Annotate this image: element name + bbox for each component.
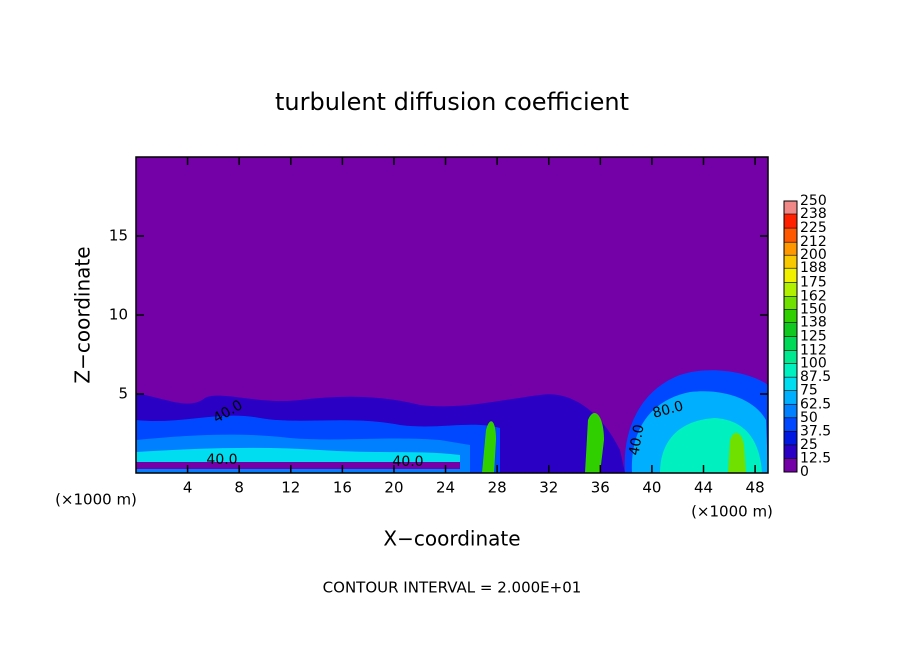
x-tick-label: 12 xyxy=(281,479,300,497)
x-tick-label: 44 xyxy=(694,479,713,497)
colorbar-cell xyxy=(784,296,797,310)
colorbar-cell xyxy=(784,444,797,459)
colorbar-label: 62.5 xyxy=(800,396,831,412)
field-region xyxy=(728,432,746,473)
colorbar-label: 162 xyxy=(800,288,827,304)
x-tick-label: 20 xyxy=(384,479,403,497)
colorbar-label: 112 xyxy=(800,343,827,359)
colorbar-cell xyxy=(784,350,797,364)
colorbar-label: 138 xyxy=(800,314,827,330)
x-tick-label: 48 xyxy=(746,479,765,497)
colorbar-cell xyxy=(784,431,797,445)
x-tick-label: 8 xyxy=(234,479,244,497)
colorbar-label: 175 xyxy=(800,274,827,290)
y-axis-label: Z−coordinate xyxy=(71,246,95,383)
colorbar-label: 87.5 xyxy=(800,369,831,385)
colorbar-cell xyxy=(784,201,797,215)
footnote: CONTOUR INTERVAL = 2.000E+01 xyxy=(323,579,582,597)
contour-label: 40.0 xyxy=(206,452,237,468)
contour-label: 80.0 xyxy=(651,398,685,422)
x-tick-label: 4 xyxy=(183,479,193,497)
colorbar-cell xyxy=(784,417,797,432)
colorbar-cell xyxy=(784,255,797,269)
colorbar-label: 225 xyxy=(800,220,827,236)
colorbar-cell xyxy=(784,363,797,378)
colorbar-label: 0 xyxy=(800,464,809,480)
colorbar-label: 212 xyxy=(800,234,827,250)
chart-title: turbulent diffusion coefficient xyxy=(275,88,629,116)
colorbar-label: 37.5 xyxy=(800,423,831,439)
x-tick-label: 16 xyxy=(333,479,352,497)
colorbar-cell xyxy=(784,242,797,256)
colorbar-cell xyxy=(784,390,797,405)
colorbar-cell xyxy=(784,214,797,229)
colorbar-cell xyxy=(784,336,797,351)
y-tick-label: 10 xyxy=(109,306,128,324)
contour-label: 40.0 xyxy=(626,423,647,456)
colorbar-label: 188 xyxy=(800,260,827,276)
colorbar-cell xyxy=(784,458,797,472)
field xyxy=(136,157,768,473)
y-tick-label: 15 xyxy=(109,227,128,245)
colorbar-cell xyxy=(784,377,797,391)
x-unit-label: (×1000 m) xyxy=(55,491,137,509)
colorbar-cell xyxy=(784,322,797,337)
colorbar-label: 238 xyxy=(800,206,827,222)
field-region xyxy=(482,421,496,473)
contour-label: 40.0 xyxy=(392,454,423,470)
y-tick-label: 5 xyxy=(118,385,128,403)
x-axis-label: X−coordinate xyxy=(383,527,520,551)
colorbar-label: 25 xyxy=(800,437,818,453)
x-tick-label: 28 xyxy=(488,479,507,497)
x-tick-label: 36 xyxy=(591,479,610,497)
x-tick-label: 24 xyxy=(436,479,455,497)
field-region xyxy=(585,412,604,473)
colorbar-cell xyxy=(784,309,797,323)
x-tick-label: 40 xyxy=(642,479,661,497)
colorbar-cell xyxy=(784,282,797,297)
colorbar-label: 100 xyxy=(800,356,827,372)
colorbar-cell xyxy=(784,228,797,243)
x-unit-label: (×1000 m) xyxy=(691,503,773,521)
colorbar-cell xyxy=(784,404,797,418)
colorbar-label: 125 xyxy=(800,329,827,345)
colorbar-label: 150 xyxy=(800,301,827,317)
field-region xyxy=(136,462,460,469)
colorbar-label: 50 xyxy=(800,410,818,426)
colorbar-label: 250 xyxy=(800,193,827,209)
colorbar-label: 200 xyxy=(800,247,827,263)
colorbar-label: 12.5 xyxy=(800,450,831,466)
colorbar-label: 75 xyxy=(800,383,818,399)
x-tick-label: 32 xyxy=(539,479,558,497)
colorbar-cell xyxy=(784,268,797,283)
